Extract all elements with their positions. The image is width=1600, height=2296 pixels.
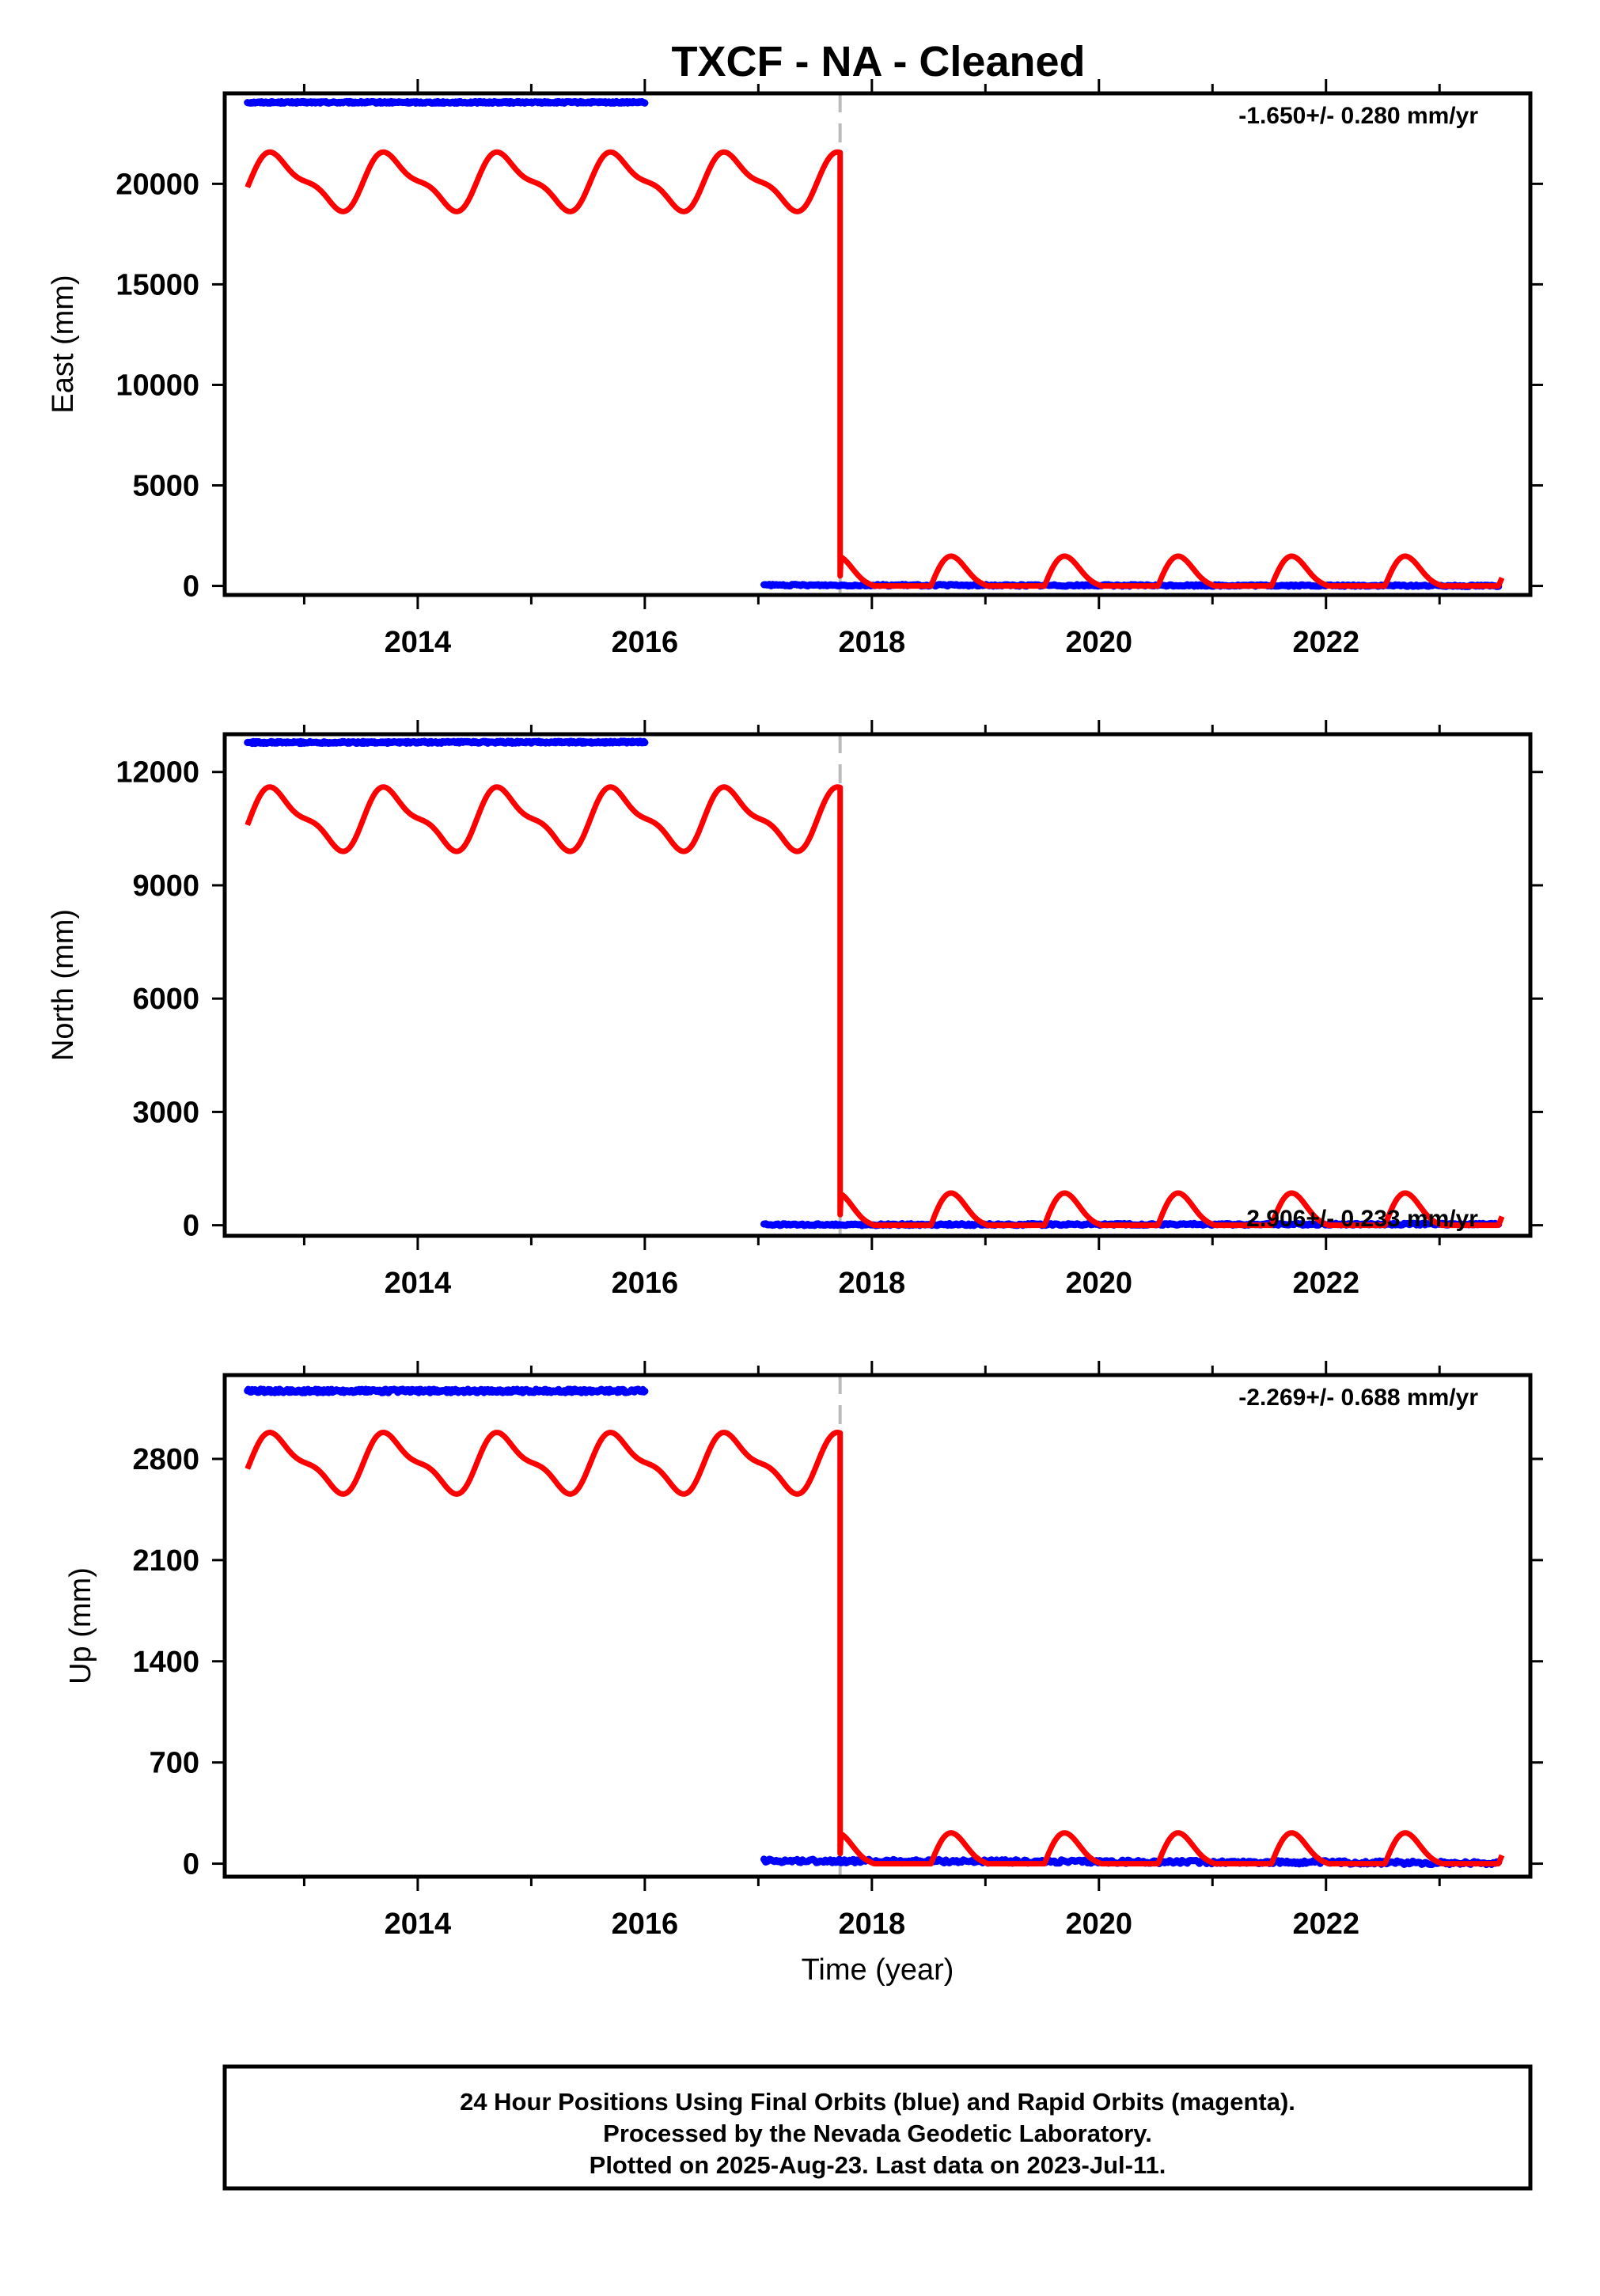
x-tick-label: 2014 — [385, 626, 452, 659]
x-tick-label: 2020 — [1066, 626, 1133, 659]
y-axis-label: Up (mm) — [64, 1567, 97, 1684]
plot-frame — [222, 91, 1533, 597]
y-tick-label: 1400 — [132, 1646, 199, 1679]
footer-line-3: Plotted on 2025-Aug-23. Last data on 202… — [590, 2151, 1166, 2179]
x-tick-label: 2018 — [839, 1267, 906, 1300]
footer-line-2: Processed by the Nevada Geodetic Laborat… — [603, 2120, 1152, 2147]
y-tick-label: 15000 — [116, 268, 199, 301]
velocity-rate-label: 2.906+/- 0.233 mm/yr — [1246, 1206, 1478, 1232]
y-axis-label: East (mm) — [47, 275, 80, 413]
y-tick-label: 12000 — [116, 756, 199, 790]
y-tick-label: 10000 — [116, 369, 199, 402]
y-tick-label: 700 — [150, 1747, 199, 1780]
x-tick-label: 2014 — [385, 1908, 452, 1941]
final-orbit-series-segment-1 — [244, 97, 649, 107]
north-panel: 0 3000 6000 9000 12000 2014 2016 2018 2020 2022 No… — [47, 720, 1543, 1300]
velocity-rate-label: -2.269+/- 0.688 mm/yr — [1238, 1385, 1478, 1411]
y-axis-label: North (mm) — [47, 909, 80, 1061]
x-tick-label: 2022 — [1292, 626, 1359, 659]
plot-frame — [222, 1373, 1533, 1879]
x-tick-label: 2018 — [839, 626, 906, 659]
y-tick-label: 2800 — [132, 1443, 199, 1476]
x-tick-label: 2020 — [1066, 1267, 1133, 1300]
x-axis-label: Time (year) — [802, 1953, 954, 1987]
model-fit-series — [245, 784, 1505, 1229]
y-tick-label: 5000 — [132, 470, 199, 503]
x-tick-label: 2018 — [839, 1908, 906, 1941]
model-fit-series — [245, 149, 1505, 589]
plot-area — [244, 734, 1505, 1236]
footer-box: 24 Hour Positions Using Final Orbits (bl… — [222, 2064, 1533, 2191]
y-tick-label: 3000 — [132, 1096, 199, 1129]
plot-area — [244, 1375, 1505, 1877]
footer-border — [222, 2064, 1533, 2191]
x-tick-label: 2014 — [385, 1267, 452, 1300]
x-tick-label: 2016 — [612, 1908, 679, 1941]
x-tick-label: 2022 — [1292, 1267, 1359, 1300]
y-tick-label: 0 — [183, 1210, 199, 1243]
velocity-rate-label: -1.650+/- 0.280 mm/yr — [1238, 103, 1478, 129]
model-fit-series — [245, 1430, 1505, 1867]
x-tick-label: 2022 — [1292, 1908, 1359, 1941]
east-panel: 0 5000 10000 15000 20000 2014 2016 2018 2020 2022… — [47, 79, 1543, 659]
y-tick-label: 0 — [183, 570, 199, 604]
y-tick-label: 20000 — [116, 168, 199, 201]
y-tick-label: 0 — [183, 1848, 199, 1881]
y-tick-label: 2100 — [132, 1544, 199, 1578]
plot-area — [244, 93, 1505, 595]
final-orbit-series-segment-1 — [244, 737, 649, 748]
x-tick-label: 2016 — [612, 626, 679, 659]
y-tick-label: 9000 — [132, 870, 199, 903]
x-tick-label: 2020 — [1066, 1908, 1133, 1941]
chart-title: TXCF - NA - Cleaned — [671, 38, 1085, 85]
plot-frame — [222, 732, 1533, 1238]
final-orbit-series-segment-1 — [244, 1385, 649, 1396]
footer-line-1: 24 Hour Positions Using Final Orbits (bl… — [460, 2088, 1295, 2116]
y-tick-label: 6000 — [132, 983, 199, 1016]
x-tick-label: 2016 — [612, 1267, 679, 1300]
up-panel: 0 700 1400 2100 2800 2014 2016 2018 2020 2022 Up (… — [64, 1361, 1543, 1987]
